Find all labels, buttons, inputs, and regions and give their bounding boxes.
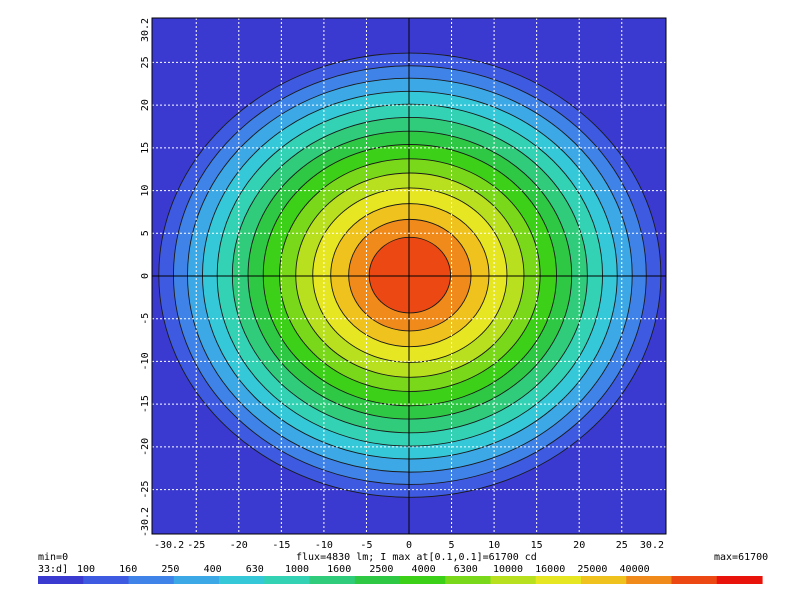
contour-line [279,158,541,392]
contour-line [348,218,472,332]
x-tick-label: -15 [272,540,290,551]
heatmap-band [369,237,451,313]
y-tick-label: 15 [140,142,151,154]
contour-line [187,77,633,473]
plot-frame [151,17,667,535]
x-tick-label: 20 [573,540,585,551]
colorbar-tick-label: 16000 [535,564,565,575]
grid-lines [152,18,666,534]
x-tick-label: 25 [616,540,628,551]
y-tick-label: 0 [140,273,151,279]
colorbar [38,576,763,584]
contour-line [231,117,588,434]
colorbar-tick-label: 630 [246,564,264,575]
colorbar-tick-labels: 100 160 250 400 630 1000 1600 2500 4000 6300 10000… [77,564,650,575]
max-label: max=61700 [714,552,768,563]
x-axis-tick-labels: -30.2 -25 -20 -15 -10 -5 0 5 10 15 20 25 30.2 [154,540,664,551]
colorbar-tick-label: 160 [119,564,137,575]
colorbar-segment [38,576,84,584]
colorbar-tick-label: 25000 [577,564,607,575]
colorbar-segment [83,576,130,584]
min-label: min=0 [38,552,68,563]
contour-line [312,187,508,363]
colorbar-segment [671,576,718,584]
y-tick-label: 20 [140,99,151,111]
y-tick-label: -20 [140,438,151,456]
y-tick-label: -25 [140,481,151,499]
x-tick-label: -25 [187,540,205,551]
contour-line [295,172,525,378]
contour-line [202,90,618,460]
colorbar-tick-label: 1000 [285,564,309,575]
colorbar-tick-label: 400 [204,564,222,575]
colorbar-tick-label: 6300 [454,564,478,575]
y-tick-label: 10 [140,185,151,197]
x-tick-label: 5 [449,540,455,551]
y-axis-tick-labels: -30.2 -25 -20 -15 -10 -5 0 5 10 15 20 25 30.2 [140,18,151,537]
colorbar-segment [128,576,175,584]
contour-line [262,144,557,407]
colorbar-segment [354,576,401,584]
y-tick-label: 5 [140,230,151,236]
colorbar-segment [219,576,265,584]
colorbar-tick-label: 1600 [327,564,351,575]
y-tick-label: -10 [140,352,151,370]
colorbar-tick-label: 2500 [369,564,393,575]
colorbar-segment [716,576,763,584]
x-tick-label: -20 [230,540,248,551]
flux-label: flux=4830 lm; I max at[0.1,0.1]=61700 cd [296,552,537,563]
x-tick-label: 0 [406,540,412,551]
colorbar-tick-label: 10000 [493,564,523,575]
y-tick-label: -30.2 [140,507,151,537]
colorbar-segment [264,576,311,584]
x-tick-label: -5 [360,540,372,551]
colorbar-tick-label: 100 [77,564,95,575]
scale-unit-label: 33:d] [38,564,68,575]
y-tick-label: -5 [140,313,151,325]
colorbar-segment [400,576,446,584]
y-tick-label: 25 [140,56,151,68]
x-tick-label: 10 [488,540,500,551]
colorbar-segment [490,576,537,584]
x-tick-label: -10 [315,540,333,551]
contour-line [330,203,490,348]
colorbar-segment [445,576,492,584]
colorbar-segment [309,576,356,584]
colorbar-tick-label: 4000 [412,564,436,575]
y-tick-label: 30.2 [140,18,151,42]
x-tick-label: 30.2 [640,540,664,551]
contour-line [158,52,662,498]
x-tick-label: 15 [531,540,543,551]
contour-lines [158,52,662,498]
colorbar-tick-label: 250 [161,564,179,575]
colorbar-tick-label: 40000 [620,564,650,575]
colorbar-segment [173,576,220,584]
colorbar-segment [535,576,582,584]
contour-line [172,65,647,485]
contour-line [247,130,573,420]
contour-line [368,236,451,314]
colorbar-segment [626,576,673,584]
x-tick-label: -30.2 [154,540,184,551]
y-tick-label: -15 [140,395,151,413]
colorbar-segment [581,576,627,584]
contour-line [216,103,603,447]
